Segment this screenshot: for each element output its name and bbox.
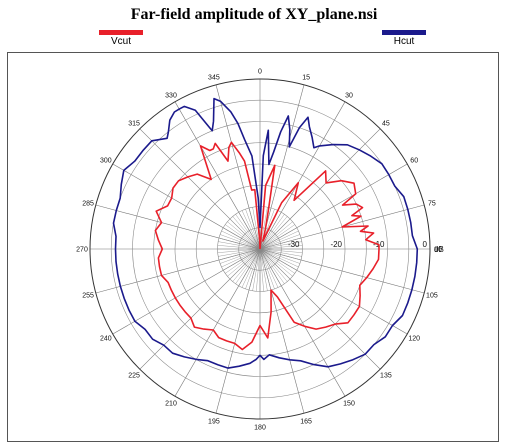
grid-ring [132, 121, 388, 377]
angle-tick-label: 150 [343, 401, 355, 408]
legend-swatch-hcut [382, 30, 426, 35]
angle-tick-label: 120 [408, 336, 420, 343]
angle-tick-label: 285 [82, 200, 94, 207]
series-line-hcut [112, 97, 419, 369]
series-line-vcut [154, 141, 380, 351]
legend-label-vcut: Vcut [110, 36, 131, 47]
legend-vcut: Vcut [91, 30, 151, 47]
legend-swatch-vcut [99, 30, 143, 35]
angle-tick-label: 135 [380, 372, 392, 379]
grid-ring [89, 78, 431, 420]
legend-hcut: Hcut [374, 30, 434, 47]
angle-tick-label: 210 [165, 401, 177, 408]
angle-tick-label: 300 [100, 158, 112, 165]
angle-tick-label: 75 [428, 200, 436, 207]
grid-ring [174, 163, 346, 335]
angle-tick-label: 60 [410, 158, 418, 165]
plot-frame: 0 15 30 45 60 75 90 105 120 135 150 165 180 195 210 225… [7, 52, 499, 442]
angle-tick-label: 270 [76, 247, 88, 254]
angle-tick-label: 345 [208, 75, 220, 82]
angle-tick-label: 15 [302, 75, 310, 82]
grid-ring [110, 99, 410, 399]
angle-tick-label: 90 [434, 247, 442, 254]
radial-unit-label: dB [434, 245, 444, 254]
radial-tick-label: 0 [423, 240, 428, 249]
angle-tick-label: 195 [208, 418, 220, 425]
angle-tick-label: 240 [100, 336, 112, 343]
angle-tick-label: 330 [165, 92, 177, 99]
angle-tick-label: 315 [128, 121, 140, 128]
legend-label-hcut: Hcut [393, 36, 415, 47]
angle-tick-label: 30 [345, 92, 353, 99]
chart-title: Far-field amplitude of XY_plane.nsi [130, 6, 378, 23]
angle-tick-label: 225 [128, 372, 140, 379]
angle-tick-label: 165 [300, 418, 312, 425]
grid-ring [217, 206, 303, 292]
radial-tick-label: -30 [288, 240, 300, 249]
angle-tick-label: 45 [382, 121, 390, 128]
radial-tick-label: -20 [330, 240, 342, 249]
grid-ring [195, 184, 325, 314]
angle-tick-label: 0 [258, 69, 262, 76]
angle-tick-label: 255 [82, 293, 94, 300]
angle-tick-label: 180 [254, 425, 266, 432]
angle-tick-label: 105 [426, 293, 438, 300]
polar-plot: 0 15 30 45 60 75 90 105 120 135 150 165 180 195 210 225… [76, 69, 444, 432]
